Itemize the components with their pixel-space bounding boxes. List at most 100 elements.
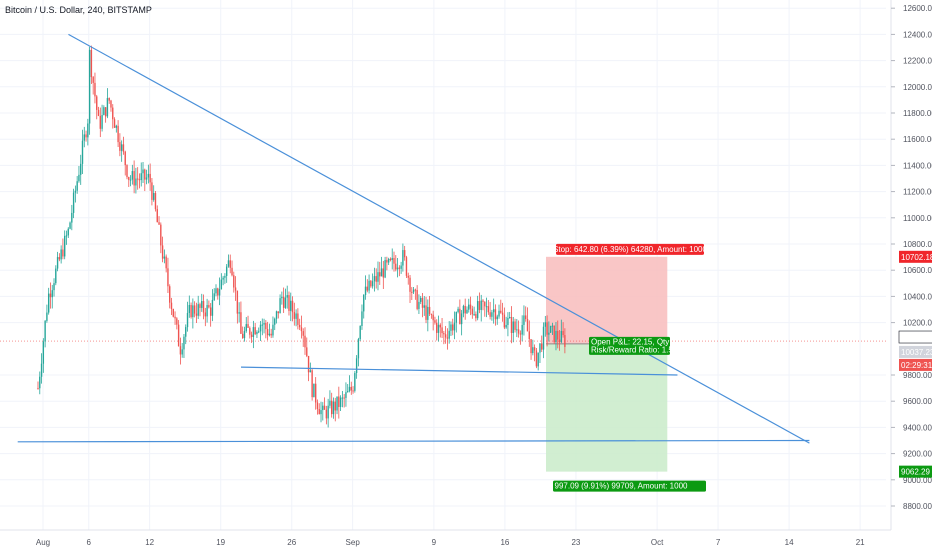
trendline-2[interactable] [240,366,678,376]
candle-down [430,313,433,315]
y-tick-label: 10800.00 [903,240,932,249]
candle-up [284,297,287,308]
candle-down [541,343,543,350]
y-tick-label: 10200.00 [903,319,932,328]
candle-down [414,289,417,291]
candle-down [104,107,107,117]
candle-down [240,312,242,334]
candle-up [183,336,185,350]
x-tick-label: Oct [651,538,664,547]
candle-up [532,347,534,354]
candle-down [352,390,354,392]
candle-down [124,151,126,166]
trendline-1[interactable] [68,33,810,444]
candle-down [236,290,239,314]
candle-down [311,370,313,398]
candle-down [304,335,306,348]
candle-timer-tag-box [899,358,932,371]
candle-down [393,257,395,264]
candle-down [90,49,93,78]
candle-up [53,283,55,291]
candle-up [259,324,262,332]
target-zone[interactable] [546,343,668,472]
candle-down [314,383,317,403]
candle-down [154,193,157,210]
candle-down [514,321,516,330]
candle-down [395,263,397,270]
candle-up [418,301,420,309]
y-tick-label: 9800.00 [903,371,932,380]
target-price-tag: 9062.29 [901,468,930,477]
stop-label-box [556,243,704,255]
candle-down [386,260,388,263]
candle-down [165,256,167,269]
candle-up [80,163,82,175]
candle-down [37,388,39,390]
candle-down [441,327,443,334]
candle-up [345,392,347,398]
candle-down [444,334,447,338]
candle-up [420,297,422,302]
candle-up [523,315,525,325]
candle-up [145,177,148,180]
candle-up [258,331,260,333]
target-price-tag-box [899,465,932,478]
candle-up [225,266,228,276]
candle-up [103,107,105,115]
candle-down [92,77,94,83]
candle-up [115,125,118,128]
candle-up [457,308,459,312]
candle-down [526,318,529,332]
candle-up [227,260,230,267]
candle-down [398,267,401,269]
candle-down [318,409,320,415]
candle-down [170,302,173,309]
candle-down [149,173,151,183]
candle-down [334,401,336,411]
x-tick-label: 6 [87,538,92,547]
candle-up [51,290,53,298]
candle-down [167,268,169,287]
candle-down [49,293,52,298]
candle-down [325,409,328,419]
candle-down [489,312,491,317]
trendline-3[interactable] [17,439,810,443]
candle-down [195,313,198,316]
chart-grid [0,0,886,530]
candle-up [329,400,331,406]
last-price-tag-box [898,330,932,344]
candle-up [238,312,240,314]
candle-down [432,314,434,321]
x-tick-label: 14 [785,538,794,547]
candle-up [473,313,475,315]
candle-down [407,275,409,278]
candle-up [87,123,89,138]
trendlines[interactable] [17,33,810,444]
candle-down [126,165,128,178]
candle-up [437,324,440,333]
candle-up [186,312,189,328]
candle-up [402,250,404,266]
candle-down [270,333,272,336]
candle-up [480,300,482,310]
candle-down [247,324,249,328]
candle-down [297,313,299,325]
stop-zone[interactable] [546,256,668,344]
candle-up [286,295,288,298]
candle-down [254,327,256,335]
candle-up [498,310,500,317]
candle-up [359,325,361,340]
candle-up [468,304,470,310]
candle-down [533,347,536,351]
candle-down [446,337,449,339]
position-tool[interactable] [0,256,886,472]
candle-up [368,280,370,291]
candle-up [281,296,283,299]
candle-up [140,173,142,181]
candle-up [357,339,360,359]
candle-up [462,305,465,314]
candle-up [555,330,557,343]
candle-down [316,402,319,410]
